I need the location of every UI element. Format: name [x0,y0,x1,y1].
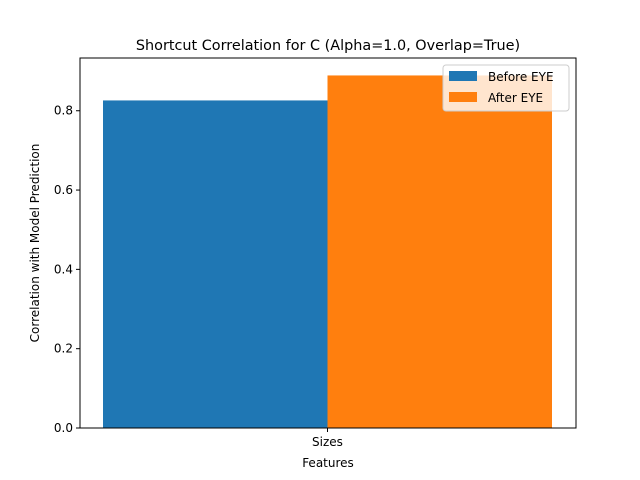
x-axis-label: Features [302,456,354,470]
x-tick-label: Sizes [312,435,343,449]
legend-swatch-before [449,71,477,81]
x-axis: Sizes [312,428,343,449]
legend: Before EYE After EYE [442,64,570,112]
y-tick-label: 0.2 [54,342,73,356]
legend-label-before: Before EYE [488,70,554,84]
bar-after-eye-sizes [327,75,552,428]
legend-swatch-after [449,92,477,102]
y-axis: 0.0 0.2 0.4 0.6 0.8 [54,104,80,435]
y-tick-label: 0.4 [54,262,73,276]
y-tick-label: 0.6 [54,183,73,197]
y-tick-label: 0.0 [54,421,73,435]
bar-before-eye-sizes [103,100,328,428]
y-tick-label: 0.8 [54,104,73,118]
y-axis-label: Correlation with Model Prediction [28,144,42,343]
chart-title: Shortcut Correlation for C (Alpha=1.0, O… [136,38,520,54]
bars-group [103,75,552,428]
legend-label-after: After EYE [488,91,543,105]
